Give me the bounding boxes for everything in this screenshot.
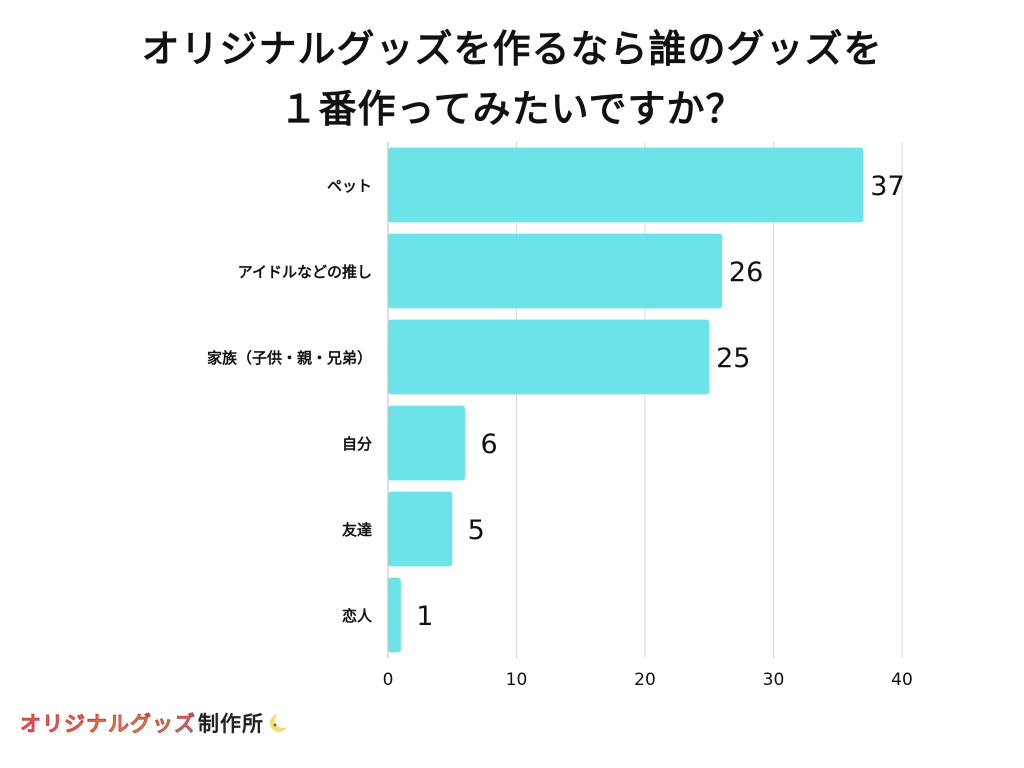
chart-title-line1: オリジナルグッズを作るなら誰のグッズを bbox=[141, 27, 883, 71]
bar bbox=[388, 577, 401, 653]
brand-logo: オリジナルグッズ 制作所 bbox=[20, 705, 291, 741]
x-tick-label: 0 bbox=[383, 670, 394, 690]
x-tick-label: 20 bbox=[634, 670, 656, 690]
x-tick-label: 30 bbox=[763, 670, 785, 690]
category-label: 友達 bbox=[342, 521, 372, 539]
bar bbox=[388, 405, 466, 481]
data-label: 26 bbox=[729, 257, 763, 288]
data-label: 5 bbox=[468, 515, 485, 546]
data-label: 25 bbox=[716, 343, 750, 374]
bar bbox=[388, 233, 723, 309]
category-label: アイドルなどの推し bbox=[238, 263, 372, 281]
moon-icon bbox=[268, 712, 291, 734]
logo-brand-text: オリジナルグッズ bbox=[20, 708, 196, 738]
chart-title-line2: １番作ってみたいですか？ bbox=[279, 87, 745, 131]
logo-suffix-text: 制作所 bbox=[198, 712, 264, 736]
category-label: ペット bbox=[327, 177, 372, 195]
category-label: 自分 bbox=[342, 435, 372, 453]
x-tick-label: 10 bbox=[506, 670, 528, 690]
category-label: 恋人 bbox=[342, 607, 373, 625]
bar bbox=[388, 491, 453, 567]
category-label: 家族（子供・親・兄弟） bbox=[207, 349, 372, 367]
bar bbox=[388, 147, 864, 223]
data-label: 37 bbox=[870, 171, 904, 202]
data-label: 6 bbox=[481, 429, 498, 460]
x-tick-label: 40 bbox=[891, 670, 913, 690]
bar bbox=[388, 319, 710, 395]
data-label: 1 bbox=[416, 601, 433, 632]
